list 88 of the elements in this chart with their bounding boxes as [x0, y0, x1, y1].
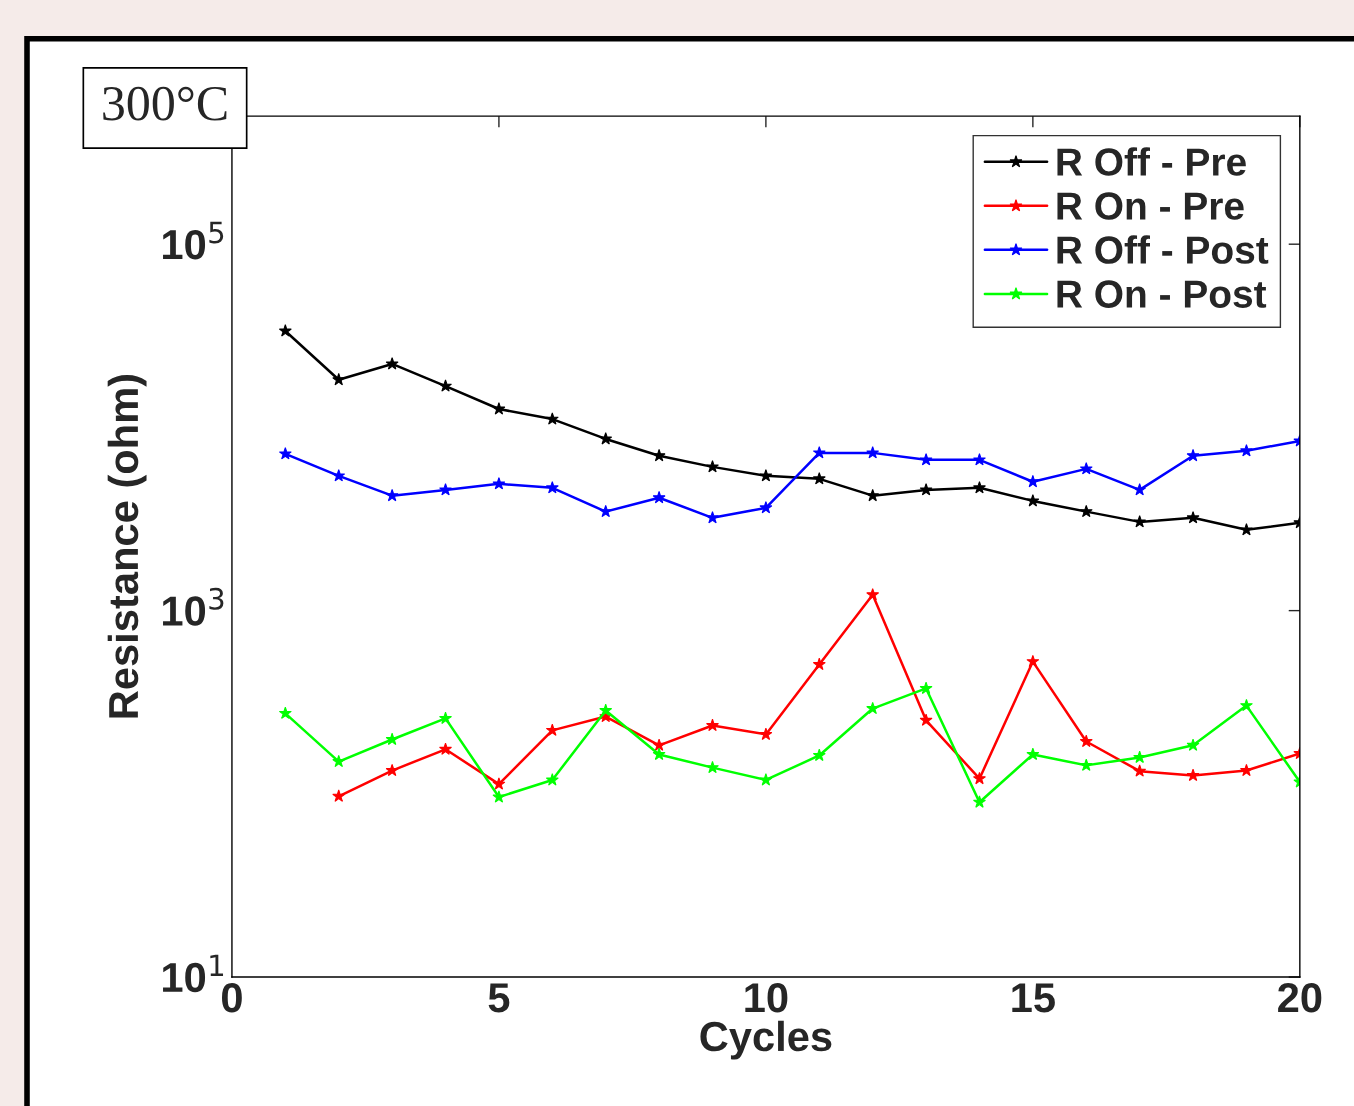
point: [278, 447, 292, 460]
point: [1186, 511, 1200, 524]
y-tick-label: 10$^{5}$: [163, 221, 224, 260]
point: [439, 711, 452, 724]
point: [1239, 444, 1253, 457]
point: [599, 703, 613, 717]
point: [385, 732, 399, 746]
point: [1079, 504, 1093, 518]
point: [1133, 750, 1147, 764]
point: [1239, 698, 1253, 712]
point: [973, 771, 986, 785]
point: [652, 491, 666, 504]
point: [812, 446, 826, 459]
point: [866, 488, 880, 502]
text: 300°C: [103, 86, 227, 121]
point: [439, 742, 452, 755]
point: [866, 588, 880, 601]
point: [1133, 483, 1147, 496]
point: [385, 357, 399, 370]
point: [652, 747, 666, 761]
point: [866, 446, 880, 459]
point: [332, 754, 346, 768]
y-tick-label: 10$^{3}$: [163, 587, 224, 626]
point: [492, 777, 506, 790]
point: [812, 748, 826, 762]
point: [278, 706, 292, 719]
point: [759, 469, 773, 482]
point: [759, 773, 773, 786]
point: [332, 469, 346, 482]
point: [973, 795, 986, 808]
x-tick-label: 20: [1278, 983, 1322, 1013]
point: [1026, 494, 1040, 507]
point: [492, 477, 506, 490]
point: [545, 481, 559, 494]
x-tick-label: 0: [222, 983, 242, 1013]
point: [919, 681, 933, 695]
point: [545, 412, 559, 425]
legend-label: R On - Post: [1057, 280, 1267, 308]
point: [1239, 763, 1253, 777]
point: [332, 372, 346, 386]
point: [973, 453, 986, 466]
point: [1026, 747, 1040, 761]
point: [973, 481, 986, 494]
x-axis-title: Cycles: [700, 1020, 832, 1060]
point: [599, 432, 613, 445]
point: [1079, 758, 1093, 771]
point: [492, 402, 506, 415]
point: [1079, 462, 1093, 475]
point: [706, 511, 719, 524]
point: [1133, 764, 1147, 777]
point: [385, 763, 399, 777]
point: [866, 701, 880, 715]
point: [545, 723, 559, 736]
point: [1186, 738, 1200, 751]
point: [1186, 449, 1200, 462]
legend-label: R Off - Post: [1057, 235, 1269, 264]
point: [919, 483, 933, 496]
point: [385, 488, 399, 502]
x-tick-label: 15: [1012, 983, 1055, 1013]
point: [812, 657, 826, 671]
point: [332, 789, 346, 802]
point: [439, 483, 452, 496]
x-tick-label: 10: [745, 983, 788, 1013]
point: [1079, 734, 1093, 748]
y-axis-title: Resistance (ohm): [107, 374, 147, 718]
point: [1026, 654, 1040, 668]
point: [759, 501, 773, 514]
legend-label: R Off - Pre: [1057, 147, 1246, 176]
point: [545, 773, 559, 786]
point: [278, 324, 292, 337]
point: [706, 718, 719, 732]
point: [759, 727, 773, 740]
point: [706, 760, 719, 774]
point: [492, 790, 506, 803]
point: [812, 472, 826, 485]
x-tick-label: 5: [488, 983, 510, 1013]
point: [439, 379, 452, 392]
legend-label: R On - Pre: [1057, 192, 1244, 220]
point: [1239, 523, 1253, 536]
point: [919, 713, 933, 726]
point: [652, 738, 666, 751]
point: [652, 449, 666, 462]
point: [706, 460, 719, 473]
point: [1026, 474, 1040, 488]
point: [599, 504, 613, 518]
point: [1186, 768, 1200, 782]
point: [919, 453, 933, 466]
point: [1133, 515, 1147, 528]
